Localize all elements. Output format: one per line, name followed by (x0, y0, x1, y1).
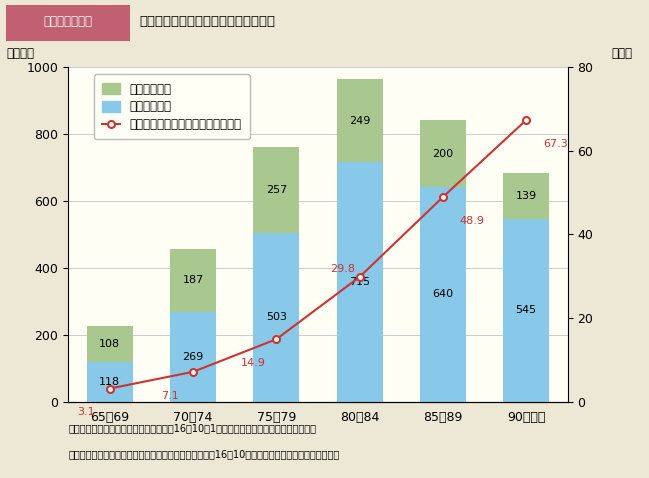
Text: 249: 249 (349, 116, 371, 126)
総人口に占める認定者の割合（％） (273, 337, 280, 342)
Text: （千人）: （千人） (6, 47, 34, 60)
Bar (337, 79, 382, 163)
Bar (420, 120, 466, 187)
総人口に占める認定者の割合（％） (106, 386, 114, 391)
Text: 48.9: 48.9 (459, 216, 485, 226)
Text: 第１－４－２図: 第１－４－２図 (43, 15, 93, 28)
総人口に占める認定者の割合（％） (522, 117, 530, 123)
Text: 269: 269 (182, 351, 204, 361)
Bar (6, 5, 130, 41)
総人口に占める認定者の割合（％） (356, 274, 363, 280)
Text: 14.9: 14.9 (241, 358, 265, 368)
Text: 118: 118 (99, 377, 120, 387)
Text: 200: 200 (432, 149, 454, 159)
Text: 29.8: 29.8 (330, 264, 356, 274)
Text: 139: 139 (516, 191, 537, 201)
Bar (87, 362, 132, 402)
Text: 257: 257 (265, 185, 287, 195)
総人口に占める認定者の割合（％） (190, 369, 197, 375)
Bar (87, 326, 132, 362)
Text: 715: 715 (349, 277, 370, 287)
Bar (170, 249, 216, 312)
Bar (337, 163, 382, 402)
Text: （％）: （％） (612, 47, 633, 60)
Text: 640: 640 (432, 290, 454, 299)
Text: 3.1: 3.1 (78, 407, 95, 417)
Text: ２．認定者数は，受給者台帳に登録された平成16年10月末時点の要支援，要介護の人数。: ２．認定者数は，受給者台帳に登録された平成16年10月末時点の要支援，要介護の人… (68, 449, 339, 459)
Text: 年齢階級別の要支援・要介護認定者数: 年齢階級別の要支援・要介護認定者数 (140, 15, 276, 28)
Bar (254, 233, 299, 402)
Text: 545: 545 (516, 305, 537, 315)
Bar (170, 312, 216, 402)
Legend: 男性（千人）, 女性（千人）, 総人口に占める認定者の割合（％）: 男性（千人）, 女性（千人）, 総人口に占める認定者の割合（％） (94, 75, 250, 140)
Text: 187: 187 (182, 275, 204, 285)
Bar (420, 187, 466, 402)
Text: （備考）１．総務省「人口推計」（平成16年10月1日現在），厚生労働省資料より作成。: （備考）１．総務省「人口推計」（平成16年10月1日現在），厚生労働省資料より作… (68, 423, 316, 433)
Text: 503: 503 (266, 312, 287, 322)
Bar (504, 173, 549, 219)
Text: 67.3: 67.3 (543, 139, 568, 149)
Text: 108: 108 (99, 339, 120, 349)
Bar (504, 219, 549, 402)
Text: 7.1: 7.1 (161, 391, 178, 401)
総人口に占める認定者の割合（％） (439, 194, 447, 200)
Bar (254, 147, 299, 233)
Line: 総人口に占める認定者の割合（％）: 総人口に占める認定者の割合（％） (106, 117, 530, 392)
